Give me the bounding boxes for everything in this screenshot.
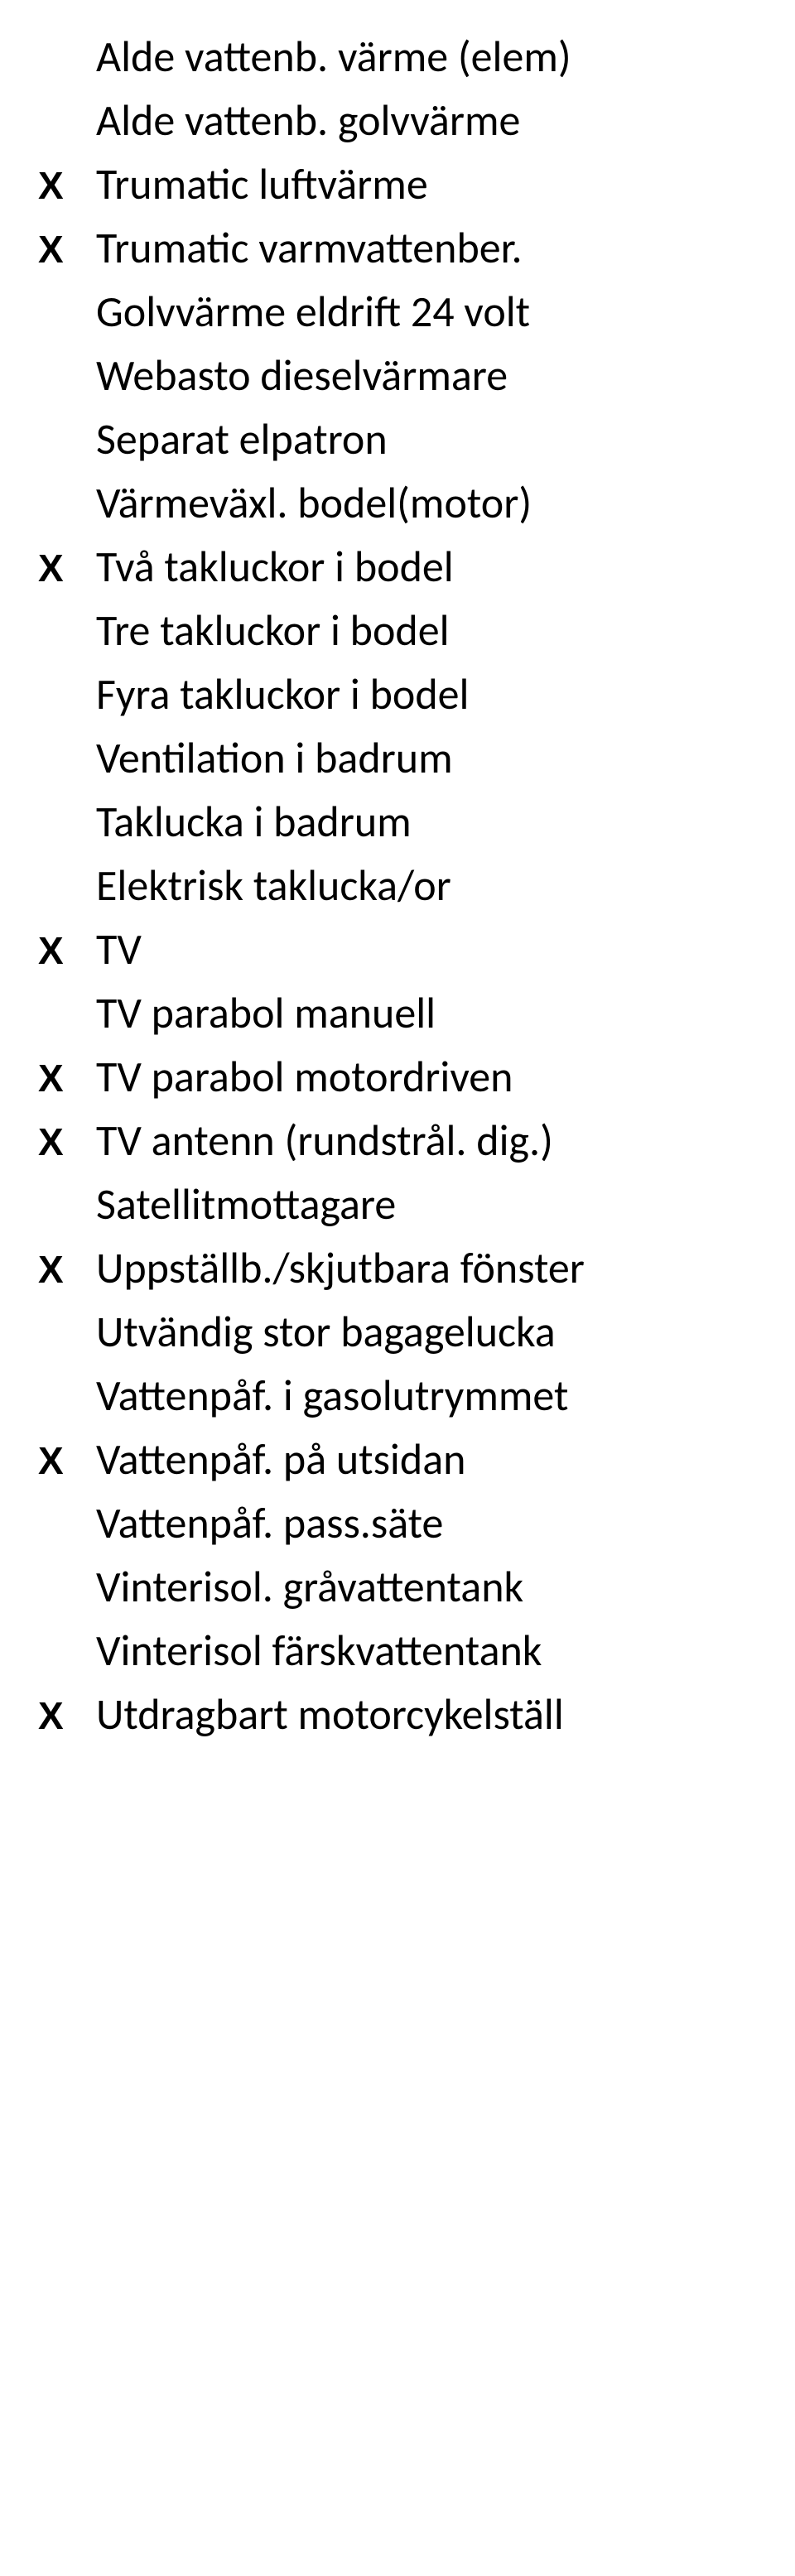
item-label: Vattenpåf. i gasolutrymmet: [96, 1369, 762, 1423]
list-item: Satellitmottagare: [33, 1172, 762, 1236]
check-mark: X: [33, 1442, 96, 1480]
list-item: TV parabol manuell: [33, 981, 762, 1045]
item-label: Trumatic luftvärme: [96, 157, 762, 211]
item-label: Uppställb./skjutbara fönster: [96, 1241, 762, 1295]
item-label: TV parabol manuell: [96, 986, 762, 1040]
item-label: Satellitmottagare: [96, 1177, 762, 1231]
item-label: Alde vattenb. värme (elem): [96, 30, 762, 84]
list-item: Taklucka i badrum: [33, 790, 762, 854]
item-label: Taklucka i badrum: [96, 795, 762, 849]
list-item: XTV antenn (rundstrål. dig.): [33, 1109, 762, 1172]
item-label: Alde vattenb. golvvärme: [96, 94, 762, 147]
list-item: XTrumatic luftvärme: [33, 152, 762, 216]
check-mark: X: [33, 166, 96, 205]
item-label: Vinterisol. gråvattentank: [96, 1560, 762, 1614]
item-label: Golvvärme eldrift 24 volt: [96, 285, 762, 339]
check-mark: X: [33, 932, 96, 970]
item-label: Webasto dieselvärmare: [96, 349, 762, 402]
item-label: Fyra takluckor i bodel: [96, 667, 762, 721]
item-label: Vattenpåf. pass.säte: [96, 1496, 762, 1550]
item-label: Utvändig stor bagagelucka: [96, 1305, 762, 1359]
list-item: XUtdragbart motorcykelställ: [33, 1683, 762, 1746]
list-item: Alde vattenb. värme (elem): [33, 25, 762, 89]
item-label: TV antenn (rundstrål. dig.): [96, 1114, 762, 1168]
list-item: XTrumatic varmvattenber.: [33, 216, 762, 280]
item-label: TV: [96, 922, 762, 976]
list-item: Ventilation i badrum: [33, 726, 762, 790]
list-item: Golvvärme eldrift 24 volt: [33, 280, 762, 344]
list-item: Tre takluckor i bodel: [33, 599, 762, 662]
list-item: Fyra takluckor i bodel: [33, 662, 762, 726]
item-label: Tre takluckor i bodel: [96, 604, 762, 657]
list-item: XVattenpåf. på utsidan: [33, 1428, 762, 1491]
item-label: Ventilation i badrum: [96, 731, 762, 785]
item-label: Elektrisk taklucka/or: [96, 859, 762, 912]
check-mark: X: [33, 549, 96, 587]
check-mark: X: [33, 1059, 96, 1097]
item-label: Utdragbart motorcykelställ: [96, 1688, 762, 1741]
check-mark: X: [33, 1123, 96, 1161]
list-item: XUppställb./skjutbara fönster: [33, 1236, 762, 1300]
checklist-page: Alde vattenb. värme (elem) Alde vattenb. …: [0, 0, 795, 1771]
list-item: Vattenpåf. pass.säte: [33, 1491, 762, 1555]
item-label: Två takluckor i bodel: [96, 540, 762, 594]
list-item: XTvå takluckor i bodel: [33, 535, 762, 599]
item-label: Trumatic varmvattenber.: [96, 221, 762, 275]
check-mark: X: [33, 1697, 96, 1735]
item-label: Värmeväxl. bodel(motor): [96, 476, 762, 530]
list-item: XTV: [33, 917, 762, 981]
list-item: XTV parabol motordriven: [33, 1045, 762, 1109]
check-mark: X: [33, 1250, 96, 1288]
list-item: Webasto dieselvärmare: [33, 344, 762, 407]
list-item: Värmeväxl. bodel(motor): [33, 471, 762, 535]
list-item: Alde vattenb. golvvärme: [33, 89, 762, 152]
check-mark: X: [33, 230, 96, 268]
list-item: Separat elpatron: [33, 407, 762, 471]
list-item: Vinterisol. gråvattentank: [33, 1555, 762, 1619]
list-item: Elektrisk taklucka/or: [33, 854, 762, 917]
item-label: Vinterisol färskvattentank: [96, 1624, 762, 1678]
item-label: Separat elpatron: [96, 412, 762, 466]
list-item: Utvändig stor bagagelucka: [33, 1300, 762, 1364]
list-item: Vattenpåf. i gasolutrymmet: [33, 1364, 762, 1428]
item-label: TV parabol motordriven: [96, 1050, 762, 1104]
item-label: Vattenpåf. på utsidan: [96, 1432, 762, 1486]
list-item: Vinterisol färskvattentank: [33, 1619, 762, 1683]
